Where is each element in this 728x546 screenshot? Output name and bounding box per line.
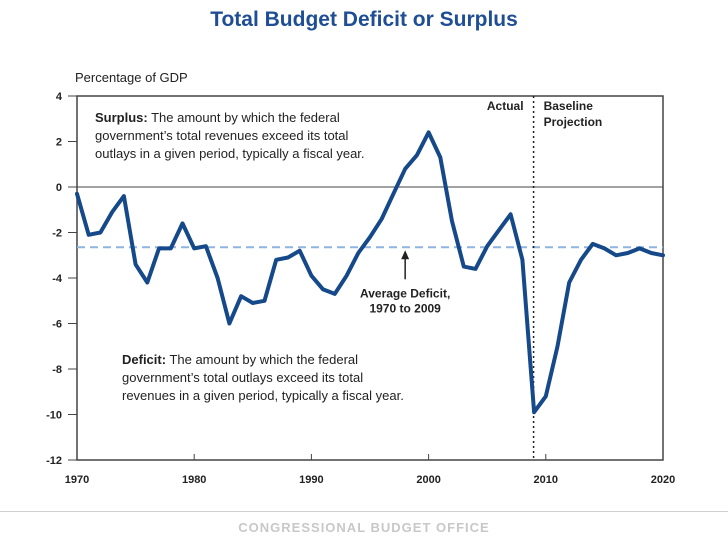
data-point: [298, 249, 302, 253]
data-point: [227, 321, 231, 326]
projection-label: Projection: [544, 115, 603, 129]
x-tick-label: 1980: [182, 474, 206, 486]
data-point: [145, 280, 149, 285]
deficit-term: Deficit:: [122, 352, 167, 367]
x-tick-label: 2010: [534, 474, 558, 486]
surplus-line1: The amount by which the federal: [147, 110, 340, 125]
y-tick-label: -10: [46, 410, 62, 422]
data-point: [485, 244, 489, 248]
data-point: [344, 274, 349, 278]
data-point: [286, 255, 290, 260]
data-point: [169, 246, 173, 251]
y-tick-label: -6: [52, 319, 62, 331]
data-point: [321, 287, 325, 291]
data-point: [661, 253, 665, 257]
data-point: [98, 230, 103, 235]
x-tick-label: 2000: [416, 474, 440, 486]
surplus-term: Surplus:: [95, 110, 148, 125]
data-point: [380, 217, 384, 221]
deficit-line2: government’s total outlays exceed its to…: [122, 370, 364, 385]
data-point: [520, 258, 524, 262]
data-point: [473, 267, 478, 271]
data-point: [427, 130, 431, 134]
data-point: [462, 265, 466, 269]
data-point: [602, 246, 607, 251]
data-point: [110, 210, 114, 214]
baseline-label: Baseline: [544, 99, 594, 113]
data-point: [649, 251, 653, 255]
data-point: [637, 246, 642, 251]
surplus-line2: government’s total revenues exceed its t…: [95, 128, 349, 143]
data-point: [450, 219, 454, 223]
y-axis-label: Percentage of GDP: [75, 70, 188, 85]
data-point: [544, 394, 548, 398]
x-tick-label: 2020: [651, 474, 675, 486]
data-point: [403, 167, 407, 171]
actual-label: Actual: [487, 99, 524, 113]
data-point: [180, 221, 185, 225]
y-tick-label: -12: [46, 455, 62, 467]
x-tick-label: 1990: [299, 474, 323, 486]
data-point: [274, 258, 278, 262]
data-point: [438, 155, 442, 160]
y-tick-label: 4: [56, 91, 63, 103]
data-point: [333, 292, 337, 296]
data-point: [239, 294, 243, 298]
data-point: [415, 153, 419, 157]
data-point: [626, 251, 630, 255]
data-point: [87, 233, 91, 237]
average-arrow-head: [401, 250, 410, 260]
x-tick-label: 1970: [65, 474, 89, 486]
deficit-line3: revenues in a given period, typically a …: [122, 388, 404, 403]
data-point: [356, 251, 360, 255]
data-point: [262, 299, 267, 303]
y-tick-label: -2: [52, 228, 62, 240]
data-point: [192, 246, 196, 251]
data-point: [251, 301, 255, 305]
y-tick-label: 2: [56, 137, 62, 149]
data-point: [122, 194, 126, 198]
data-point: [614, 253, 618, 257]
average-period-label: 1970 to 2009: [369, 301, 441, 315]
data-point: [591, 242, 595, 246]
data-point: [75, 192, 79, 196]
data-point: [309, 274, 313, 278]
plot-frame: [76, 95, 664, 461]
data-point: [555, 344, 560, 348]
data-point: [497, 228, 501, 232]
surplus-line3: outlays in a given period, typically a f…: [95, 146, 365, 161]
data-point: [134, 262, 138, 266]
footer-divider: [0, 511, 728, 512]
deficit-annotation: Deficit: The amount by which the federal…: [122, 351, 404, 405]
average-deficit-label: Average Deficit,: [360, 286, 450, 300]
footer-credit: CONGRESSIONAL BUDGET OFFICE: [238, 520, 490, 535]
y-tick-label: -4: [52, 273, 63, 285]
data-point: [579, 258, 583, 262]
data-point: [204, 244, 208, 248]
data-point: [509, 212, 513, 216]
data-point: [216, 276, 220, 280]
data-point: [567, 280, 571, 285]
chart-title: Total Budget Deficit or Surplus: [210, 8, 518, 31]
data-point: [157, 246, 161, 251]
y-tick-label: -8: [52, 364, 62, 376]
data-point: [532, 410, 536, 414]
deficit-line1: The amount by which the federal: [166, 352, 359, 367]
y-tick-label: 0: [56, 182, 62, 194]
surplus-annotation: Surplus: The amount by which the federal…: [95, 109, 365, 163]
data-point: [368, 235, 372, 239]
data-point: [391, 192, 396, 196]
